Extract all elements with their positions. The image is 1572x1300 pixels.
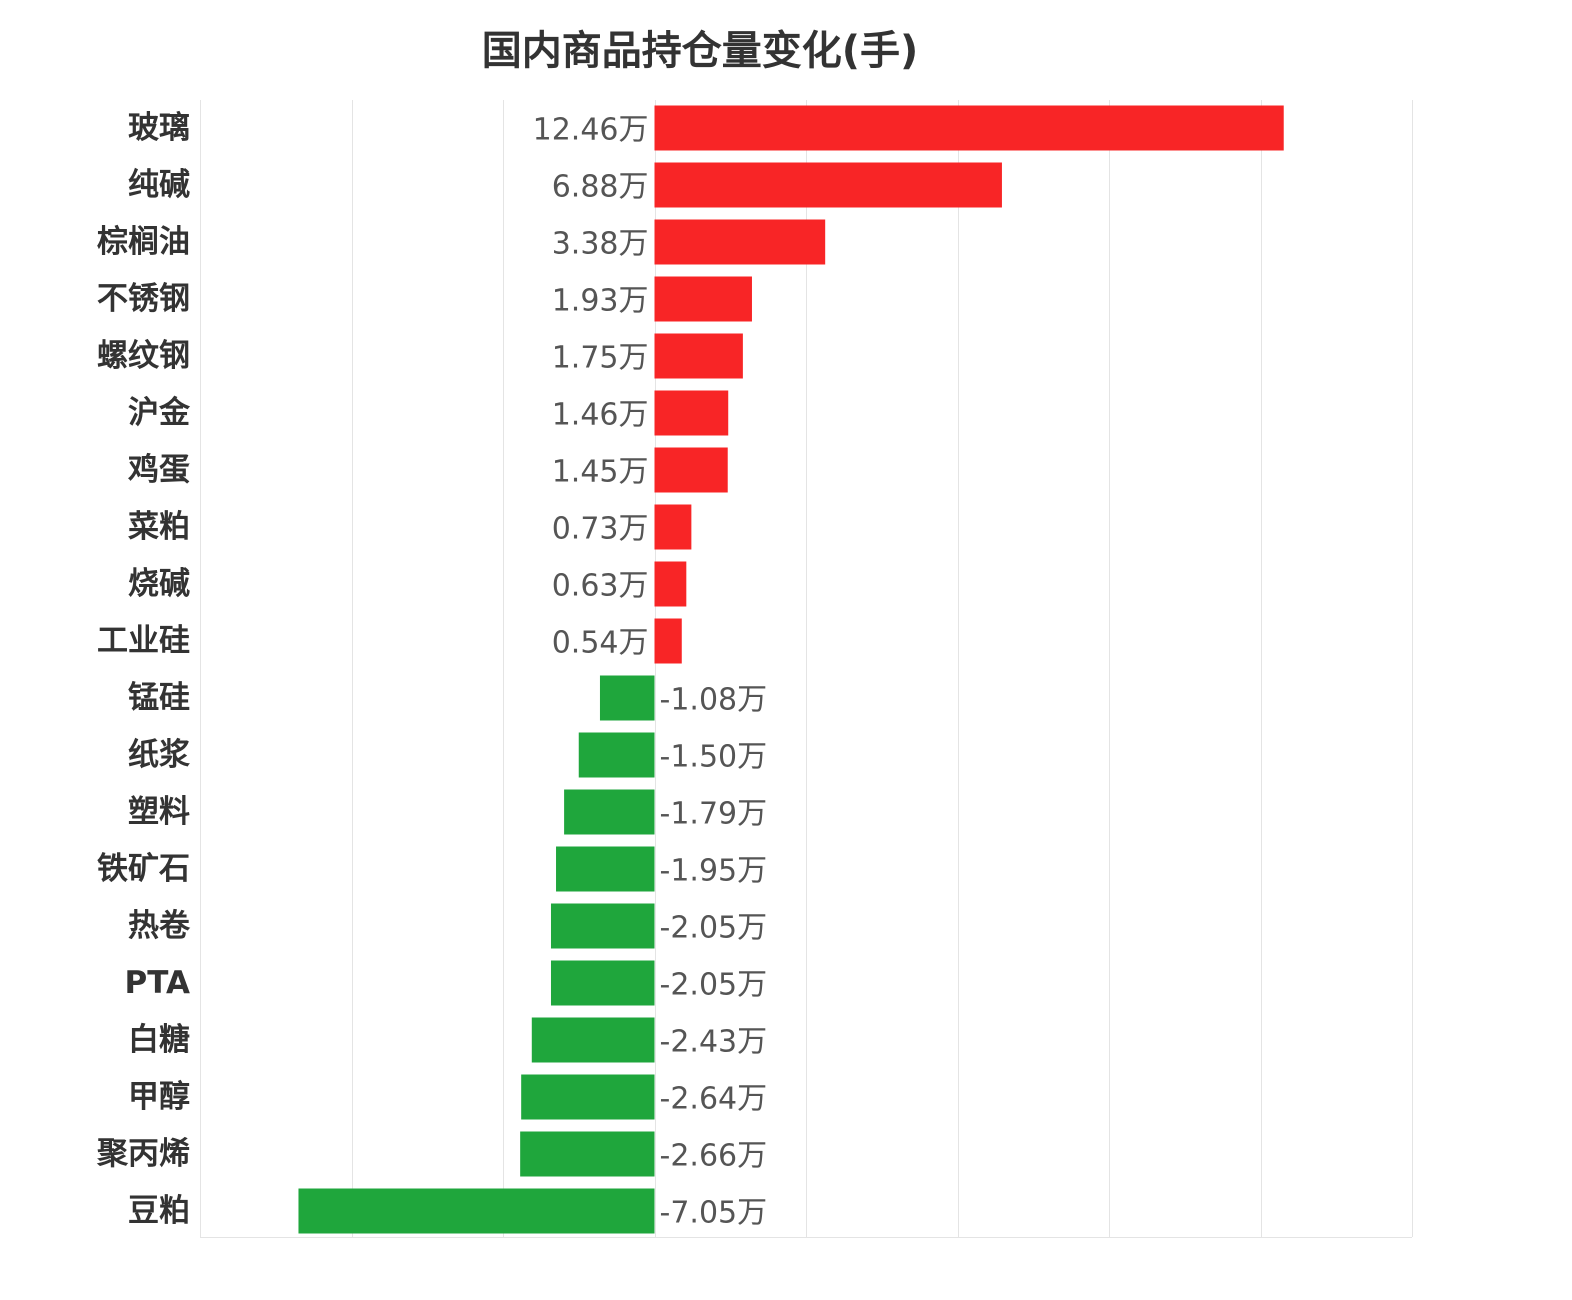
category-label: 甲醇 (128, 1079, 190, 1115)
chart-title: 国内商品持仓量变化(手) (481, 28, 919, 74)
bars (298, 105, 1284, 1234)
bar-甲醇 (521, 1074, 655, 1120)
bar-工业硅 (654, 618, 682, 664)
value-label: -2.66万 (660, 1139, 768, 1174)
value-label: 12.46万 (533, 113, 649, 148)
category-label: 棕榈油 (97, 224, 190, 260)
value-label: 0.63万 (552, 569, 649, 604)
category-label: 热卷 (128, 908, 191, 944)
value-label: 3.38万 (552, 227, 649, 262)
bar-白糖 (531, 1017, 655, 1063)
value-label: -2.05万 (660, 968, 768, 1003)
bar-豆粕 (298, 1188, 655, 1234)
bar-纯碱 (654, 162, 1002, 208)
category-label: 纯碱 (128, 167, 190, 203)
bar-聚丙烯 (520, 1131, 655, 1177)
grid-lines (200, 100, 1413, 1238)
bar-PTA (550, 960, 655, 1006)
category-label: 工业硅 (97, 623, 190, 659)
category-label: 白糖 (128, 1022, 190, 1058)
category-label: 鸡蛋 (127, 452, 190, 488)
value-label: -2.64万 (660, 1082, 768, 1117)
category-label: PTA (125, 965, 190, 1001)
category-label: 烧碱 (128, 566, 190, 602)
bar-铁矿石 (556, 846, 655, 892)
bar-纸浆 (578, 732, 655, 778)
bar-棕榈油 (654, 219, 826, 265)
value-label: 1.46万 (552, 398, 649, 433)
bar-热卷 (550, 903, 655, 949)
bar-螺纹钢 (654, 333, 743, 379)
bar-沪金 (654, 390, 729, 436)
category-label: 不锈钢 (97, 281, 190, 317)
value-label: 1.45万 (552, 455, 649, 490)
value-label: -1.79万 (660, 797, 768, 832)
value-label: 6.88万 (552, 170, 649, 205)
bar-锰硅 (599, 675, 655, 721)
value-label: -1.08万 (660, 683, 768, 718)
value-label: -2.05万 (660, 911, 768, 946)
bar-塑料 (564, 789, 655, 835)
category-label: 纸浆 (128, 737, 190, 773)
value-label: 0.54万 (552, 626, 649, 661)
bar-不锈钢 (654, 276, 752, 322)
value-label: 1.75万 (552, 341, 649, 376)
category-label: 豆粕 (128, 1193, 190, 1229)
category-label: 沪金 (128, 395, 191, 431)
value-label: -1.50万 (660, 740, 768, 775)
category-label: 锰硅 (128, 680, 190, 716)
bar-鸡蛋 (654, 447, 728, 493)
bar-烧碱 (654, 561, 687, 607)
category-label: 塑料 (128, 794, 190, 830)
category-label: 铁矿石 (97, 851, 190, 887)
value-label: -1.95万 (660, 854, 768, 889)
category-label: 菜粕 (128, 509, 190, 545)
bar-菜粕 (654, 504, 692, 550)
value-label: -2.43万 (660, 1025, 768, 1060)
category-label: 螺纹钢 (97, 338, 190, 374)
value-label: 0.73万 (552, 512, 649, 547)
value-label: 1.93万 (552, 284, 649, 319)
category-label: 聚丙烯 (96, 1136, 190, 1172)
category-label: 玻璃 (128, 110, 190, 146)
bar-玻璃 (654, 105, 1284, 151)
value-label: -7.05万 (660, 1196, 768, 1231)
